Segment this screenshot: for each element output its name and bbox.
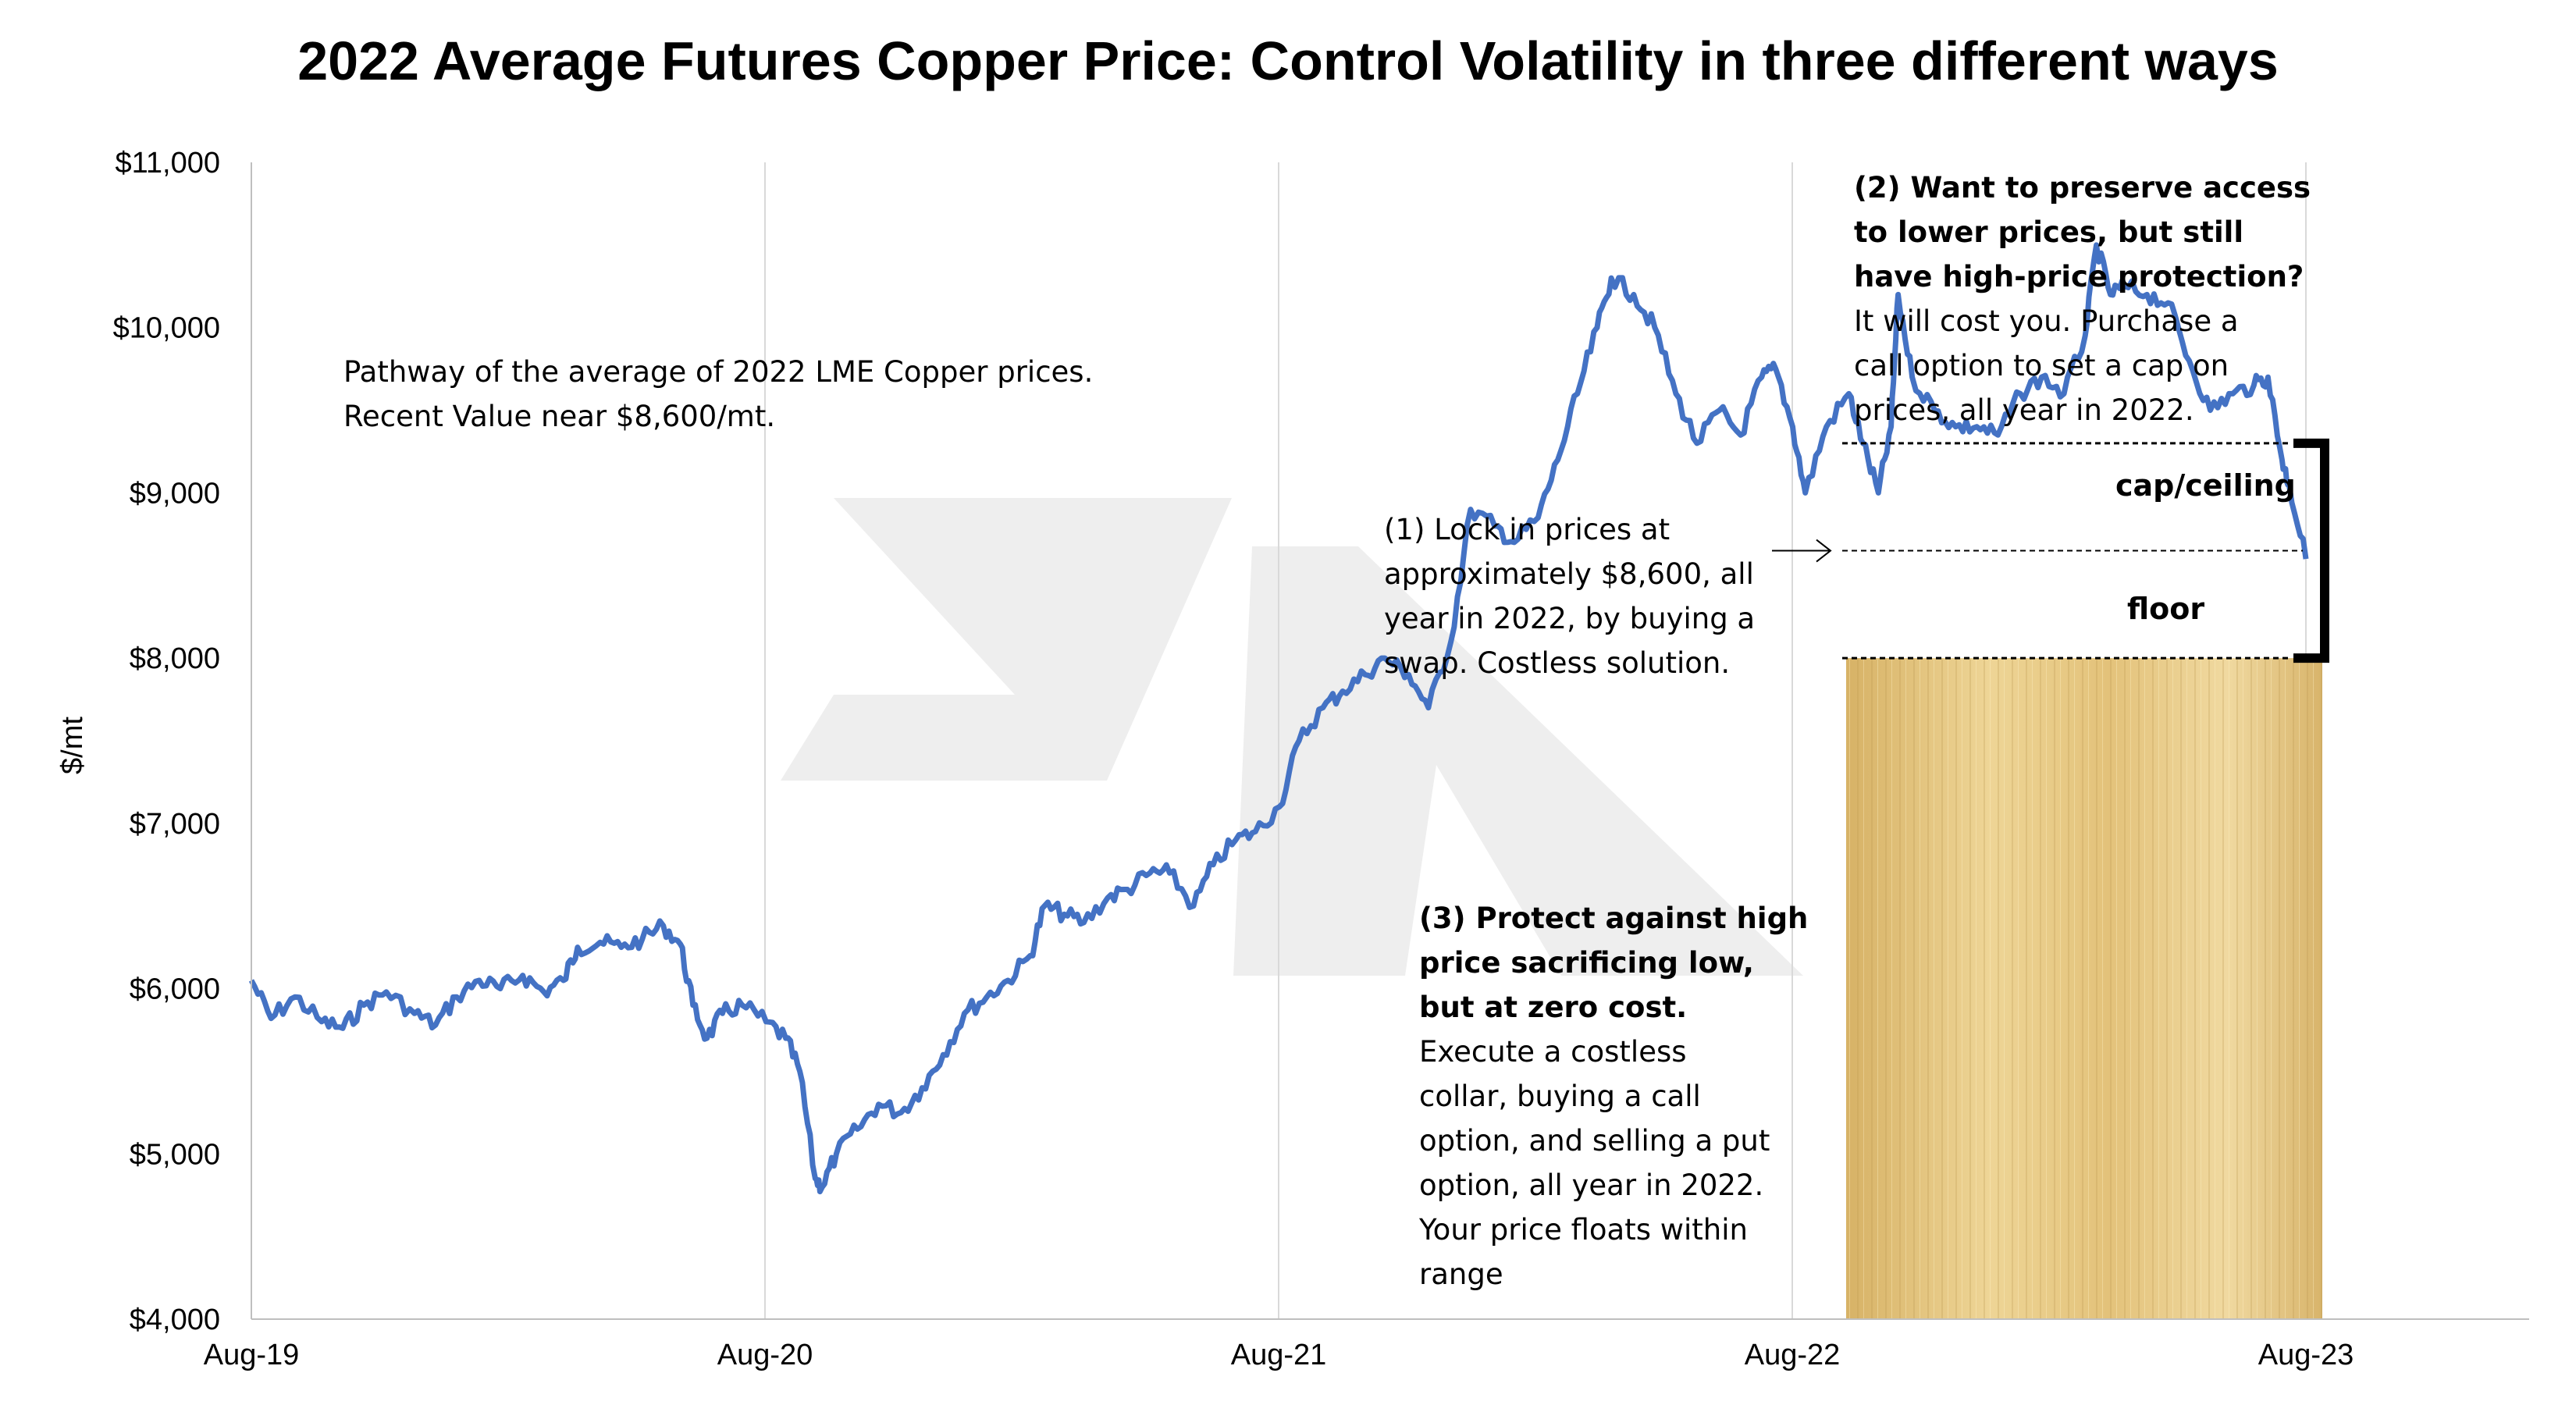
x-tick-label: Aug-22 — [1745, 1339, 1841, 1371]
axes — [251, 162, 2529, 1320]
x-axis-ticks: Aug-19 Aug-20 Aug-21 Aug-22 Aug-23 — [204, 1339, 2354, 1371]
annotation-swap: (1) Lock in prices at approximately $8,6… — [1384, 507, 1755, 685]
x-tick-label: Aug-23 — [2258, 1339, 2354, 1371]
annotation-line: Recent Value near $8,600/mt. — [343, 400, 776, 433]
shaded-texture — [1846, 658, 2322, 1319]
y-axis-label: $/mt — [56, 717, 89, 774]
annotation-line: Your price floats within — [1419, 1213, 1748, 1247]
y-tick-label: $11,000 — [115, 147, 220, 180]
annotation-line: Pathway of the average of 2022 LME Coppe… — [343, 355, 1094, 389]
y-tick-label: $5,000 — [130, 1138, 220, 1171]
annotation-line: swap. Costless solution. — [1384, 646, 1731, 680]
cap-ceiling-label: cap/ceiling — [2115, 468, 2296, 503]
x-tick-label: Aug-19 — [204, 1339, 300, 1371]
annotation-line: (3) Protect against high — [1419, 902, 1809, 935]
annotation-line: range — [1419, 1257, 1503, 1291]
annotation-line: call option to set a cap on — [1854, 349, 2229, 382]
y-tick-label: $4,000 — [130, 1304, 220, 1336]
annotation-pathway: Pathway of the average of 2022 LME Coppe… — [343, 350, 1093, 439]
y-tick-label: $9,000 — [130, 477, 220, 510]
annotation-line: collar, buying a call — [1419, 1080, 1701, 1113]
y-tick-label: $8,000 — [130, 642, 220, 675]
price-series — [248, 242, 2309, 1195]
annotation-line: price sacrificing low, — [1419, 946, 1754, 980]
x-tick-label: Aug-20 — [717, 1339, 813, 1371]
floor-shaded-region — [1846, 658, 2322, 1319]
annotation-call-option: (2) Want to preserve access to lower pri… — [1854, 165, 2311, 432]
bracket-shape — [2293, 438, 2329, 663]
floor-label: floor — [2127, 592, 2205, 626]
x-tick-label: Aug-21 — [1231, 1339, 1327, 1371]
price-line — [248, 242, 2309, 1195]
annotation-line: option, all year in 2022. — [1419, 1168, 1764, 1202]
annotation-line: (2) Want to preserve access — [1854, 171, 2311, 205]
watermark-logo — [781, 498, 1803, 976]
pointer-arrow-head — [1816, 539, 1832, 563]
cap-floor-bracket — [1772, 438, 2329, 663]
y-tick-label: $6,000 — [130, 973, 220, 1006]
annotation-collar: (3) Protect against high price sacrifici… — [1419, 896, 1808, 1297]
chart-title: 2022 Average Futures Copper Price: Contr… — [297, 30, 2279, 91]
annotation-line: to lower prices, but still — [1854, 215, 2244, 249]
annotation-line: (1) Lock in prices at — [1384, 513, 1670, 546]
annotation-line: have high-price protection? — [1854, 260, 2304, 293]
annotation-line: prices, all year in 2022. — [1854, 393, 2194, 427]
annotation-line: option, and selling a put — [1419, 1124, 1770, 1158]
annotation-line: year in 2022, by buying a — [1384, 602, 1756, 635]
annotation-line: Execute a costless — [1419, 1035, 1687, 1069]
annotation-line: but at zero cost. — [1419, 991, 1688, 1024]
y-tick-label: $7,000 — [130, 808, 220, 841]
y-tick-label: $10,000 — [113, 312, 220, 345]
annotation-line: It will cost you. Purchase a — [1854, 304, 2239, 338]
y-axis-ticks: $4,000 $5,000 $6,000 $7,000 $8,000 $9,000 $10,… — [113, 147, 220, 1336]
annotation-line: approximately $8,600, all — [1384, 557, 1754, 591]
